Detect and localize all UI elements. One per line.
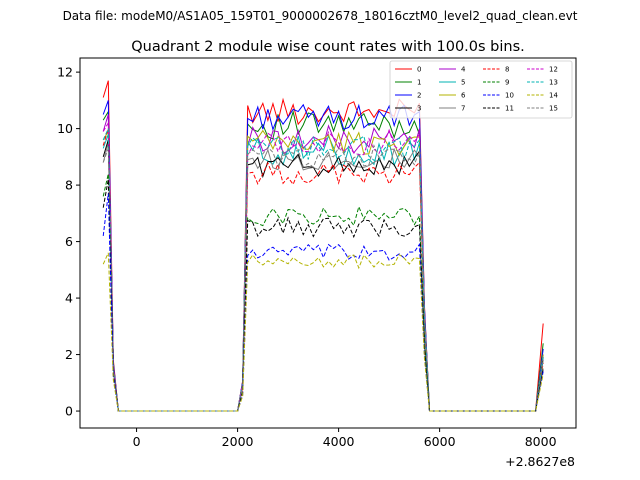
x-tick-label: 0: [133, 434, 141, 449]
legend-label-10: 10: [505, 92, 514, 100]
series-line-5: [102, 134, 544, 412]
legend-label-15: 15: [549, 105, 558, 113]
legend-label-12: 12: [549, 66, 558, 74]
y-tick-label: 12: [57, 65, 73, 80]
series-line-6: [102, 129, 544, 412]
series-line-10: [102, 193, 544, 412]
y-tick-label: 10: [57, 121, 73, 136]
y-tick-label: 6: [65, 234, 73, 249]
series-line-0: [102, 80, 544, 412]
y-tick-label: 2: [65, 347, 73, 362]
series-line-9: [102, 173, 544, 412]
legend-label-2: 2: [417, 92, 421, 100]
chart-title: Quadrant 2 module wise count rates with …: [131, 39, 525, 55]
x-tick-label: 4000: [323, 434, 355, 449]
series-line-13: [102, 128, 544, 412]
legend-label-8: 8: [505, 66, 509, 74]
legend-label-0: 0: [417, 66, 421, 74]
legend-label-13: 13: [549, 79, 558, 87]
legend-label-9: 9: [505, 79, 509, 87]
series-line-15: [102, 144, 544, 412]
y-tick-label: 8: [65, 178, 73, 193]
x-tick-label: 2000: [222, 434, 254, 449]
series-line-1: [102, 109, 544, 412]
plot-frame: [79, 57, 577, 429]
legend-label-4: 4: [461, 66, 466, 74]
legend-label-7: 7: [461, 105, 465, 113]
legend-label-5: 5: [461, 79, 465, 87]
legend-label-1: 1: [417, 79, 421, 87]
legend-label-3: 3: [417, 105, 421, 113]
legend-label-14: 14: [549, 92, 558, 100]
x-offset-label: +2.8627e8: [505, 454, 575, 469]
figure-suptitle: Data file: modeM0/AS1A05_159T01_90000026…: [63, 9, 578, 23]
y-tick-label: 0: [65, 404, 73, 419]
series-line-7: [102, 142, 544, 412]
series-line-3: [102, 139, 544, 412]
series-line-14: [102, 252, 544, 412]
plot-area: [102, 80, 544, 412]
x-tick-label: 8000: [525, 434, 557, 449]
legend-box: [389, 60, 573, 119]
series-line-11: [102, 179, 544, 412]
series-line-4: [102, 114, 544, 412]
legend-label-6: 6: [461, 92, 466, 100]
y-tick-label: 4: [65, 291, 73, 306]
series-line-8: [102, 128, 544, 412]
x-tick-label: 6000: [424, 434, 456, 449]
legend-label-11: 11: [505, 105, 514, 113]
